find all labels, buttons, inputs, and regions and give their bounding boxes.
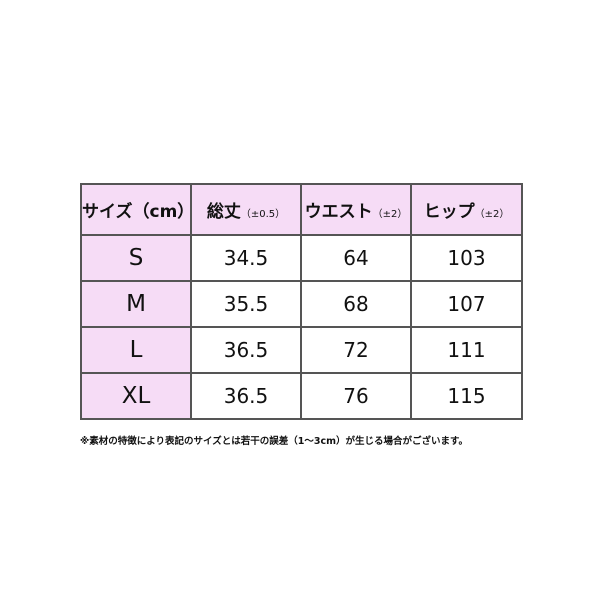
value-cell: 76 bbox=[300, 372, 412, 420]
header-cell: ウエスト（±2） bbox=[300, 183, 412, 236]
data-row: M 35.5 68 107 bbox=[80, 280, 523, 328]
header-note: （±2） bbox=[372, 209, 408, 220]
value-cell: 35.5 bbox=[190, 280, 302, 328]
header-row: サイズ（cm） 総丈（±0.5） ウエスト（±2） ヒップ（±2） bbox=[80, 183, 523, 236]
data-row: L 36.5 72 111 bbox=[80, 326, 523, 374]
header-note: （±0.5） bbox=[240, 209, 286, 220]
size-cell: XL bbox=[80, 372, 192, 420]
size-table: サイズ（cm） 総丈（±0.5） ウエスト（±2） ヒップ（±2） S 34.5 64 103… bbox=[80, 183, 523, 420]
data-row: S 34.5 64 103 bbox=[80, 234, 523, 282]
value-cell: 103 bbox=[410, 234, 523, 282]
value-cell: 68 bbox=[300, 280, 412, 328]
header-cell: ヒップ（±2） bbox=[410, 183, 523, 236]
value-cell: 36.5 bbox=[190, 326, 302, 374]
value-cell: 107 bbox=[410, 280, 523, 328]
value-cell: 72 bbox=[300, 326, 412, 374]
value-cell: 34.5 bbox=[190, 234, 302, 282]
size-cell: M bbox=[80, 280, 192, 328]
data-row: XL 36.5 76 115 bbox=[80, 372, 523, 420]
size-cell: S bbox=[80, 234, 192, 282]
value-cell: 115 bbox=[410, 372, 523, 420]
header-label: ヒップ bbox=[423, 202, 475, 222]
header-cell: サイズ（cm） bbox=[80, 183, 195, 236]
value-cell: 36.5 bbox=[190, 372, 302, 420]
footnote: ※素材の特徴により表記のサイズとは若干の誤差（1～3cm）が生じる場合がございま… bbox=[80, 436, 469, 447]
header-label: 総丈 bbox=[206, 202, 241, 222]
header-label: ウエスト bbox=[304, 202, 373, 222]
header-note: （±2） bbox=[474, 209, 510, 220]
header-label: サイズ（cm） bbox=[82, 202, 195, 222]
value-cell: 64 bbox=[300, 234, 412, 282]
header-cell: 総丈（±0.5） bbox=[190, 183, 302, 236]
value-cell: 111 bbox=[410, 326, 523, 374]
size-cell: L bbox=[80, 326, 192, 374]
